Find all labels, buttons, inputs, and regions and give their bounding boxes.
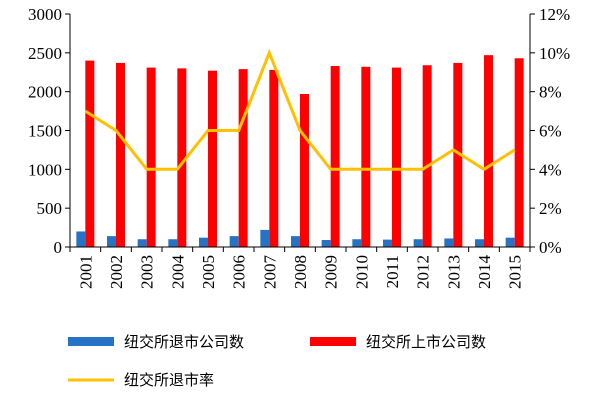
bar-series-0-2007 xyxy=(260,229,270,247)
right-tick-label-3: 6% xyxy=(539,122,562,141)
x-tick-label-2009: 2009 xyxy=(322,255,341,289)
bar-series-1-2001 xyxy=(85,60,95,247)
left-tick-label-1: 500 xyxy=(37,199,63,218)
x-tick-label-2006: 2006 xyxy=(230,255,249,289)
x-tick-label-2011: 2011 xyxy=(383,255,402,288)
left-tick-label-4: 2000 xyxy=(28,83,62,102)
left-tick-label-3: 1500 xyxy=(28,122,62,141)
left-tick-label-0: 0 xyxy=(54,238,63,257)
bar-series-1-2005 xyxy=(208,70,217,248)
bar-series-1-2014 xyxy=(484,55,493,248)
x-tick-label-2015: 2015 xyxy=(506,255,525,289)
x-tick-label-2003: 2003 xyxy=(138,255,157,289)
right-tick-label-4: 8% xyxy=(539,83,562,102)
x-tick-label-2010: 2010 xyxy=(352,255,371,289)
legend-swatch-listings xyxy=(310,337,356,346)
plot-area xyxy=(76,48,524,248)
bar-series-0-2008 xyxy=(291,236,300,247)
x-tick-label-2014: 2014 xyxy=(475,255,494,290)
bar-series-1-2002 xyxy=(116,62,125,248)
bar-series-1-2015 xyxy=(514,58,524,247)
bar-series-1-2010 xyxy=(361,66,371,248)
bar-series-0-2012 xyxy=(413,239,423,247)
line-series-2 xyxy=(84,48,516,172)
right-tick-label-6: 12% xyxy=(539,5,570,24)
right-tick-label-5: 10% xyxy=(539,44,570,63)
legend-label-delisting-rate: 纽交所退市率 xyxy=(124,371,214,389)
bar-series-1-2007 xyxy=(269,69,279,247)
bar-series-0-2005 xyxy=(199,237,208,247)
x-tick-label-2012: 2012 xyxy=(414,255,433,289)
bar-series-0-2014 xyxy=(475,239,484,247)
bar-series-0-2009 xyxy=(321,240,331,247)
left-axis: 0 500 1000 1500 2000 2500 3000 xyxy=(28,5,71,257)
bar-series-1-2006 xyxy=(238,69,248,247)
legend: 纽交所退市公司数 纽交所上市公司数 纽交所退市率 xyxy=(68,333,486,389)
legend-label-delistings: 纽交所退市公司数 xyxy=(124,333,244,351)
bar-series-1-2013 xyxy=(453,62,463,248)
bar-series-1-2012 xyxy=(422,65,432,247)
bar-series-0-2011 xyxy=(383,239,392,247)
bar-series-0-2004 xyxy=(168,239,178,247)
right-axis: 0% 2% 4% 6% 8% 10% 12% xyxy=(529,5,570,257)
bar-series-1-2009 xyxy=(330,66,340,247)
bar-series-0-2002 xyxy=(107,236,116,247)
right-tick-label-0: 0% xyxy=(539,238,562,257)
x-tick-label-2007: 2007 xyxy=(260,255,279,290)
bar-series-0-2013 xyxy=(444,238,454,247)
bar-series-1-2004 xyxy=(177,68,187,247)
left-tick-label-6: 3000 xyxy=(28,5,62,24)
bar-series-0-2006 xyxy=(229,236,239,247)
x-tick-label-2002: 2002 xyxy=(107,255,126,289)
x-tick-label-2008: 2008 xyxy=(291,255,310,289)
bar-series-1-2011 xyxy=(392,67,401,247)
bar-series-0-2015 xyxy=(505,237,515,247)
bar-series-1-2003 xyxy=(146,67,156,247)
left-tick-label-5: 2500 xyxy=(28,44,62,63)
bar-series-0-2010 xyxy=(352,239,362,247)
x-axis: 2001 2002 2003 2004 2005 2006 2007 2008 2009 2010… xyxy=(69,246,531,290)
legend-swatch-delistings xyxy=(68,337,114,346)
x-tick-label-2004: 2004 xyxy=(168,255,187,290)
x-tick-label-2005: 2005 xyxy=(199,255,218,289)
x-tick-label-2013: 2013 xyxy=(444,255,463,289)
x-tick-label-2001: 2001 xyxy=(76,255,95,289)
bar-series-0-2001 xyxy=(76,231,86,247)
bar-series-1-2008 xyxy=(300,93,309,247)
left-tick-label-2: 1000 xyxy=(28,160,62,179)
bar-series-0-2003 xyxy=(137,239,147,247)
right-tick-label-1: 2% xyxy=(539,199,562,218)
right-tick-label-2: 4% xyxy=(539,160,562,179)
legend-label-listings: 纽交所上市公司数 xyxy=(366,333,486,351)
